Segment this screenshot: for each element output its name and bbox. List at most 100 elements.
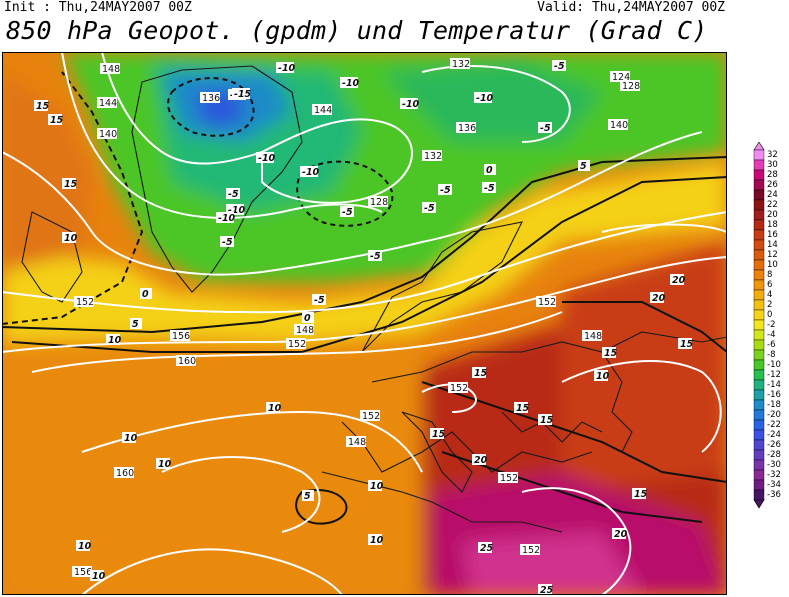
temperature-label: 20 bbox=[472, 454, 488, 466]
temperature-label: -5 bbox=[368, 250, 382, 262]
temperature-label: -10 bbox=[400, 98, 420, 110]
svg-text:0: 0 bbox=[486, 165, 493, 176]
legend-tick-label: 10 bbox=[767, 260, 778, 270]
svg-text:128: 128 bbox=[370, 197, 388, 208]
temperature-label: -5 bbox=[340, 206, 354, 218]
temperature-label: -5 bbox=[482, 182, 496, 194]
temperature-label: -10 bbox=[300, 166, 320, 178]
geopotential-label: 156 bbox=[170, 330, 190, 342]
legend-swatch bbox=[753, 209, 765, 221]
legend-tick-label: -30 bbox=[767, 460, 781, 470]
svg-text:152: 152 bbox=[76, 297, 94, 308]
temperature-label: 15 bbox=[602, 347, 618, 359]
svg-text:15: 15 bbox=[516, 403, 530, 414]
temperature-label: -10 bbox=[216, 212, 236, 224]
geopotential-label: 140 bbox=[608, 119, 628, 131]
legend-swatch bbox=[753, 249, 765, 261]
svg-text:10: 10 bbox=[124, 433, 138, 444]
svg-text:10: 10 bbox=[108, 335, 122, 346]
svg-text:-10: -10 bbox=[342, 78, 360, 89]
temperature-label: 15 bbox=[472, 367, 488, 379]
geopotential-label: 152 bbox=[74, 296, 94, 308]
legend-swatch bbox=[753, 239, 765, 251]
svg-text:10: 10 bbox=[268, 403, 282, 414]
legend-swatch bbox=[753, 159, 765, 171]
svg-text:15: 15 bbox=[64, 179, 78, 190]
legend-tick-label: -24 bbox=[767, 430, 781, 440]
temperature-label: 10 bbox=[122, 432, 138, 444]
legend-tick-label: -22 bbox=[767, 420, 781, 430]
legend-swatch bbox=[753, 289, 765, 301]
svg-text:15: 15 bbox=[540, 415, 554, 426]
legend-swatch bbox=[753, 419, 765, 431]
legend-swatch bbox=[753, 469, 765, 481]
temp-area-0 bbox=[2, 162, 727, 342]
legend-tick-label: -12 bbox=[767, 370, 781, 380]
temperature-label: 5 bbox=[578, 160, 590, 172]
svg-text:136: 136 bbox=[458, 123, 476, 134]
legend-swatch bbox=[753, 369, 765, 381]
svg-text:144: 144 bbox=[314, 105, 332, 116]
svg-text:10: 10 bbox=[370, 535, 384, 546]
legend-tick-label: -14 bbox=[767, 380, 781, 390]
geopotential-label: 148 bbox=[100, 63, 120, 75]
svg-text:148: 148 bbox=[102, 64, 120, 75]
svg-text:10: 10 bbox=[64, 233, 78, 244]
svg-text:-5: -5 bbox=[228, 189, 239, 200]
legend-swatch bbox=[753, 389, 765, 401]
temperature-label: 15 bbox=[538, 414, 554, 426]
legend-swatch bbox=[753, 489, 765, 501]
geopotential-label: 156 bbox=[72, 566, 92, 578]
svg-text:156: 156 bbox=[172, 331, 190, 342]
svg-text:15: 15 bbox=[604, 348, 618, 359]
temperature-color-legend: 32302826242220181614121086420-2-4-6-8-10… bbox=[753, 142, 781, 509]
temperature-labels: -15 -10 -10 -10 -10 -5 -10 -5 -10 -5 -5 … bbox=[34, 60, 694, 595]
legend-swatch bbox=[753, 219, 765, 231]
legend-swatch bbox=[753, 229, 765, 241]
temperature-label: 15 bbox=[632, 488, 648, 500]
svg-text:25: 25 bbox=[480, 543, 494, 554]
legend-swatch bbox=[753, 459, 765, 471]
legend-swatch bbox=[753, 359, 765, 371]
temperature-label: 10 bbox=[368, 534, 384, 546]
svg-text:5: 5 bbox=[132, 319, 139, 330]
temperature-label: -5 bbox=[226, 188, 240, 200]
svg-text:15: 15 bbox=[474, 368, 488, 379]
temperature-label: 5 bbox=[302, 490, 314, 502]
svg-text:-10: -10 bbox=[218, 213, 236, 224]
svg-text:10: 10 bbox=[596, 371, 610, 382]
geopotential-label: 132 bbox=[450, 58, 470, 70]
legend-swatch bbox=[753, 329, 765, 341]
svg-text:-10: -10 bbox=[476, 93, 494, 104]
legend-swatches bbox=[753, 142, 765, 509]
temperature-label: -5 bbox=[552, 60, 566, 72]
svg-text:-5: -5 bbox=[554, 61, 565, 72]
svg-text:152: 152 bbox=[362, 411, 380, 422]
geopotential-label: 148 bbox=[582, 330, 602, 342]
legend-swatch bbox=[753, 179, 765, 191]
svg-text:160: 160 bbox=[116, 468, 134, 479]
geopotential-label: 152 bbox=[536, 296, 556, 308]
svg-text:-5: -5 bbox=[342, 207, 353, 218]
svg-text:152: 152 bbox=[538, 297, 556, 308]
geopotential-label: 160 bbox=[176, 355, 196, 367]
geopotential-label: 152 bbox=[498, 472, 518, 484]
temperature-label: 0 bbox=[302, 312, 314, 324]
svg-text:10: 10 bbox=[78, 541, 92, 552]
temperature-label: -5 bbox=[438, 184, 452, 196]
svg-text:132: 132 bbox=[424, 151, 442, 162]
temperature-label: 0 bbox=[140, 288, 152, 300]
svg-text:10: 10 bbox=[92, 571, 106, 582]
svg-text:15: 15 bbox=[634, 489, 648, 500]
svg-text:156: 156 bbox=[74, 567, 92, 578]
legend-tick-label: -16 bbox=[767, 390, 781, 400]
temperature-label: 10 bbox=[266, 402, 282, 414]
svg-text:152: 152 bbox=[500, 473, 518, 484]
legend-tick-label: 18 bbox=[767, 220, 778, 230]
legend-tick-label: 0 bbox=[767, 310, 772, 320]
svg-text:5: 5 bbox=[304, 491, 311, 502]
legend-swatch bbox=[753, 409, 765, 421]
legend-swatch bbox=[753, 299, 765, 311]
legend-tick-label: 22 bbox=[767, 200, 778, 210]
temperature-label: 10 bbox=[90, 570, 106, 582]
